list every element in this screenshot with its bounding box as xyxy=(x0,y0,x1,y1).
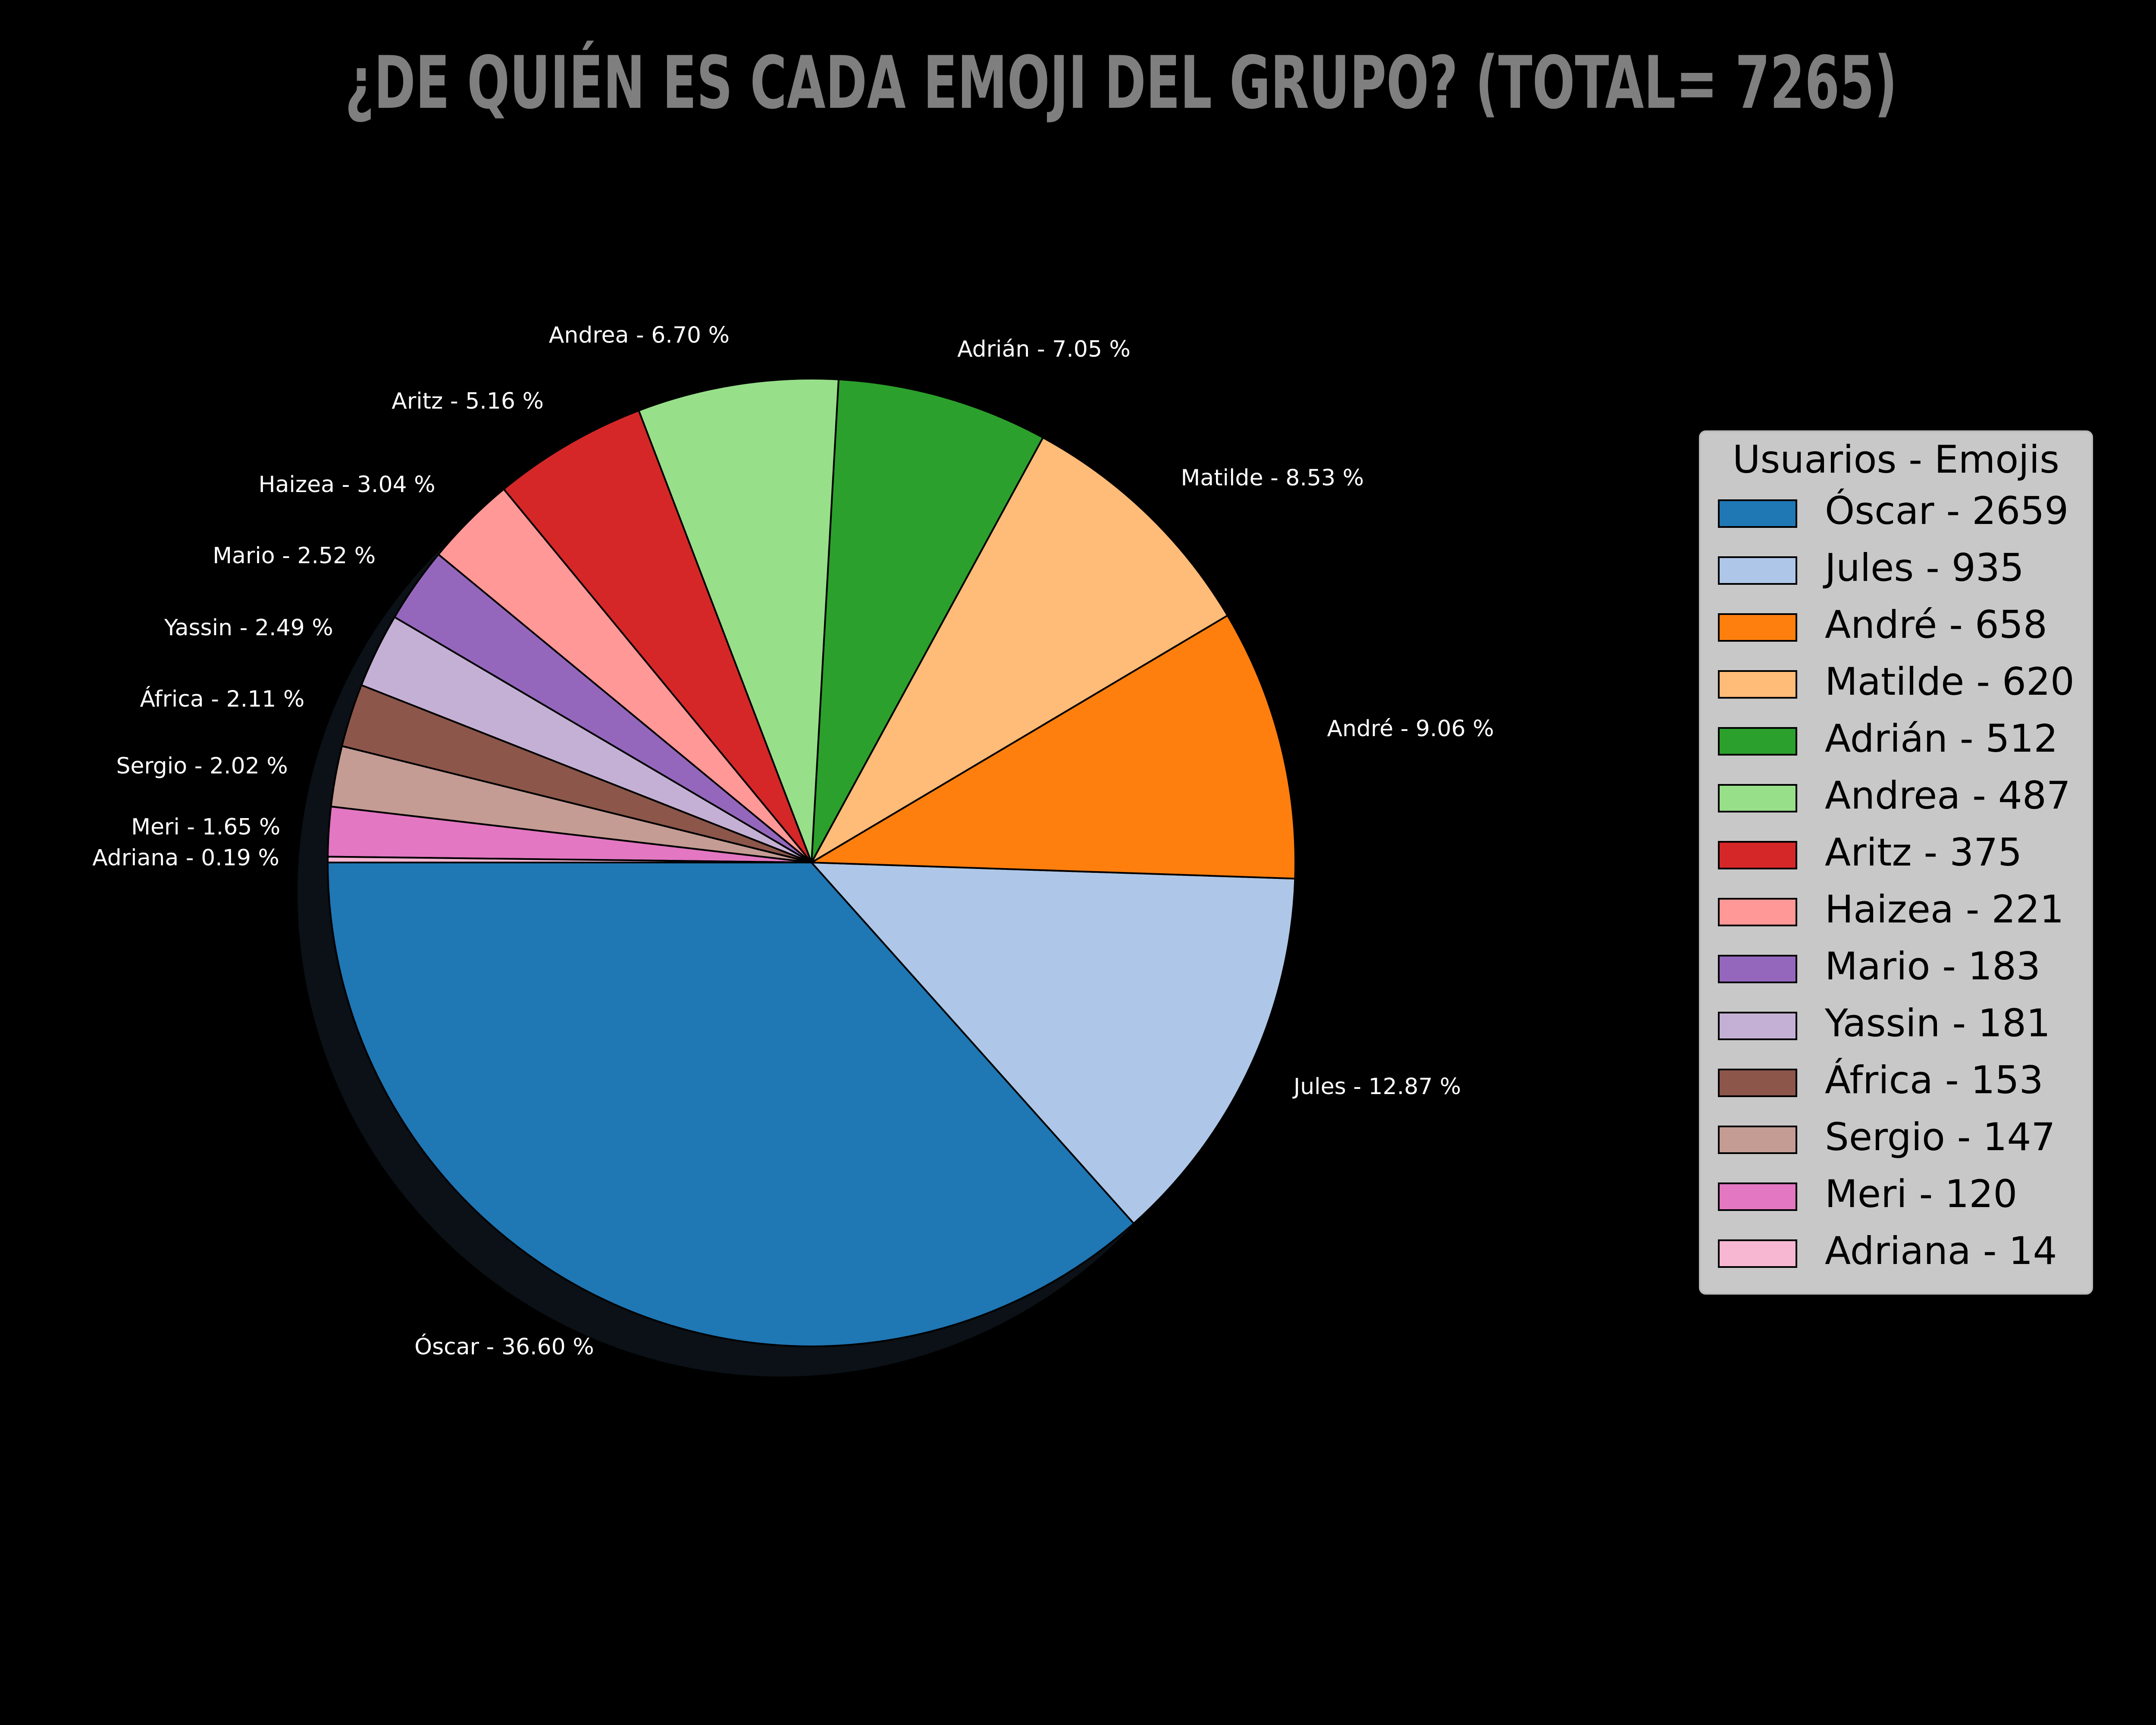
legend-label: Meri - 120 xyxy=(1825,1172,2017,1216)
slice-label: Óscar - 36.60 % xyxy=(414,1333,594,1360)
legend-entries: Óscar - 2659 Jules - 935 André - 658 Matild… xyxy=(1718,489,2075,1273)
legend-label: Adriana - 14 xyxy=(1825,1229,2057,1273)
legend-swatch xyxy=(1718,784,1797,812)
slice-label: Sergio - 2.02 % xyxy=(116,753,288,779)
legend-entry: Aritz - 375 xyxy=(1718,830,2022,875)
slice-label: Haizea - 3.04 % xyxy=(258,472,435,498)
legend-label: Matilde - 620 xyxy=(1825,659,2075,704)
legend-entry: Andrea - 487 xyxy=(1718,773,2071,818)
slice-label: Aritz - 5.16 % xyxy=(392,388,544,414)
legend-swatch xyxy=(1718,1069,1797,1097)
pie-slice xyxy=(638,378,840,863)
legend-label: Mario - 183 xyxy=(1825,944,2040,988)
legend-swatch xyxy=(1718,556,1797,585)
pie-slice xyxy=(811,436,1228,863)
legend-label: Sergio - 147 xyxy=(1825,1115,2055,1159)
slice-label: Adrián - 7.05 % xyxy=(957,336,1131,362)
legend-title: Usuarios - Emojis xyxy=(1733,437,2059,482)
slice-label: Mario - 2.52 % xyxy=(213,543,376,569)
legend-entry: Matilde - 620 xyxy=(1718,659,2075,704)
legend-label: André - 658 xyxy=(1825,602,2047,647)
pie-slice xyxy=(503,409,812,863)
legend-entry: Mario - 183 xyxy=(1718,944,2040,988)
legend-swatch xyxy=(1718,1126,1797,1154)
legend-entry: Haizea - 221 xyxy=(1718,887,2064,932)
legend-swatch xyxy=(1718,898,1797,926)
legend-swatch xyxy=(1718,670,1797,699)
slice-label: Yassin - 2.49 % xyxy=(164,615,333,641)
slice-label: Jules - 12.87 % xyxy=(1292,1074,1461,1100)
slice-label: André - 9.06 % xyxy=(1327,716,1494,742)
legend-entry: André - 658 xyxy=(1718,602,2047,647)
pie-slice xyxy=(811,378,1044,863)
slice-label: África - 2.11 % xyxy=(140,686,304,712)
legend-entry: Óscar - 2659 xyxy=(1718,489,2068,533)
pie-slice xyxy=(327,862,1135,1347)
legend-label: Jules - 935 xyxy=(1823,546,2024,590)
legend-entry: África - 153 xyxy=(1718,1058,2043,1102)
slice-label: Meri - 1.65 % xyxy=(131,814,280,840)
slice-label: Matilde - 8.53 % xyxy=(1181,465,1364,491)
legend-swatch xyxy=(1718,499,1797,528)
legend-label: Andrea - 487 xyxy=(1825,773,2071,818)
legend-label: África - 153 xyxy=(1825,1058,2043,1102)
legend-swatch xyxy=(1718,1239,1797,1268)
legend-entry: Adriana - 14 xyxy=(1718,1229,2057,1273)
legend-swatch xyxy=(1718,727,1797,756)
legend-entry: Sergio - 147 xyxy=(1718,1115,2055,1159)
slice-label: Andrea - 6.70 % xyxy=(549,323,730,348)
legend-swatch xyxy=(1718,841,1797,869)
pie-slice xyxy=(811,615,1296,880)
legend-frame xyxy=(1699,430,2093,1295)
legend-entry: Meri - 120 xyxy=(1718,1172,2017,1216)
legend-label: Yassin - 181 xyxy=(1824,1001,2050,1045)
legend-swatch xyxy=(1718,955,1797,983)
slice-label: Adriana - 0.19 % xyxy=(92,845,279,871)
pie-slice xyxy=(326,856,812,863)
chart-title: ¿DE QUIÉN ES CADA EMOJI DEL GRUPO? (TOTA… xyxy=(345,41,1897,125)
pie-slices xyxy=(326,378,1296,1347)
legend-entry: Yassin - 181 xyxy=(1718,1001,2050,1045)
legend-entry: Adrián - 512 xyxy=(1718,716,2058,761)
legend-label: Aritz - 375 xyxy=(1825,830,2022,875)
pie-slice xyxy=(811,862,1296,1224)
legend-swatch xyxy=(1718,1182,1797,1211)
legend-label: Haizea - 221 xyxy=(1825,887,2064,932)
legend-label: Adrián - 512 xyxy=(1825,716,2058,761)
legend-label: Óscar - 2659 xyxy=(1825,489,2068,533)
slice-labels: Óscar - 36.60 % Jules - 12.87 % André - 9.… xyxy=(92,323,1494,1360)
legend-swatch xyxy=(1718,613,1797,642)
legend-swatch xyxy=(1718,1012,1797,1040)
legend: Usuarios - Emojis Óscar - 2659 Jules - 93… xyxy=(1699,430,2093,1295)
legend-entry: Jules - 935 xyxy=(1718,546,2024,590)
